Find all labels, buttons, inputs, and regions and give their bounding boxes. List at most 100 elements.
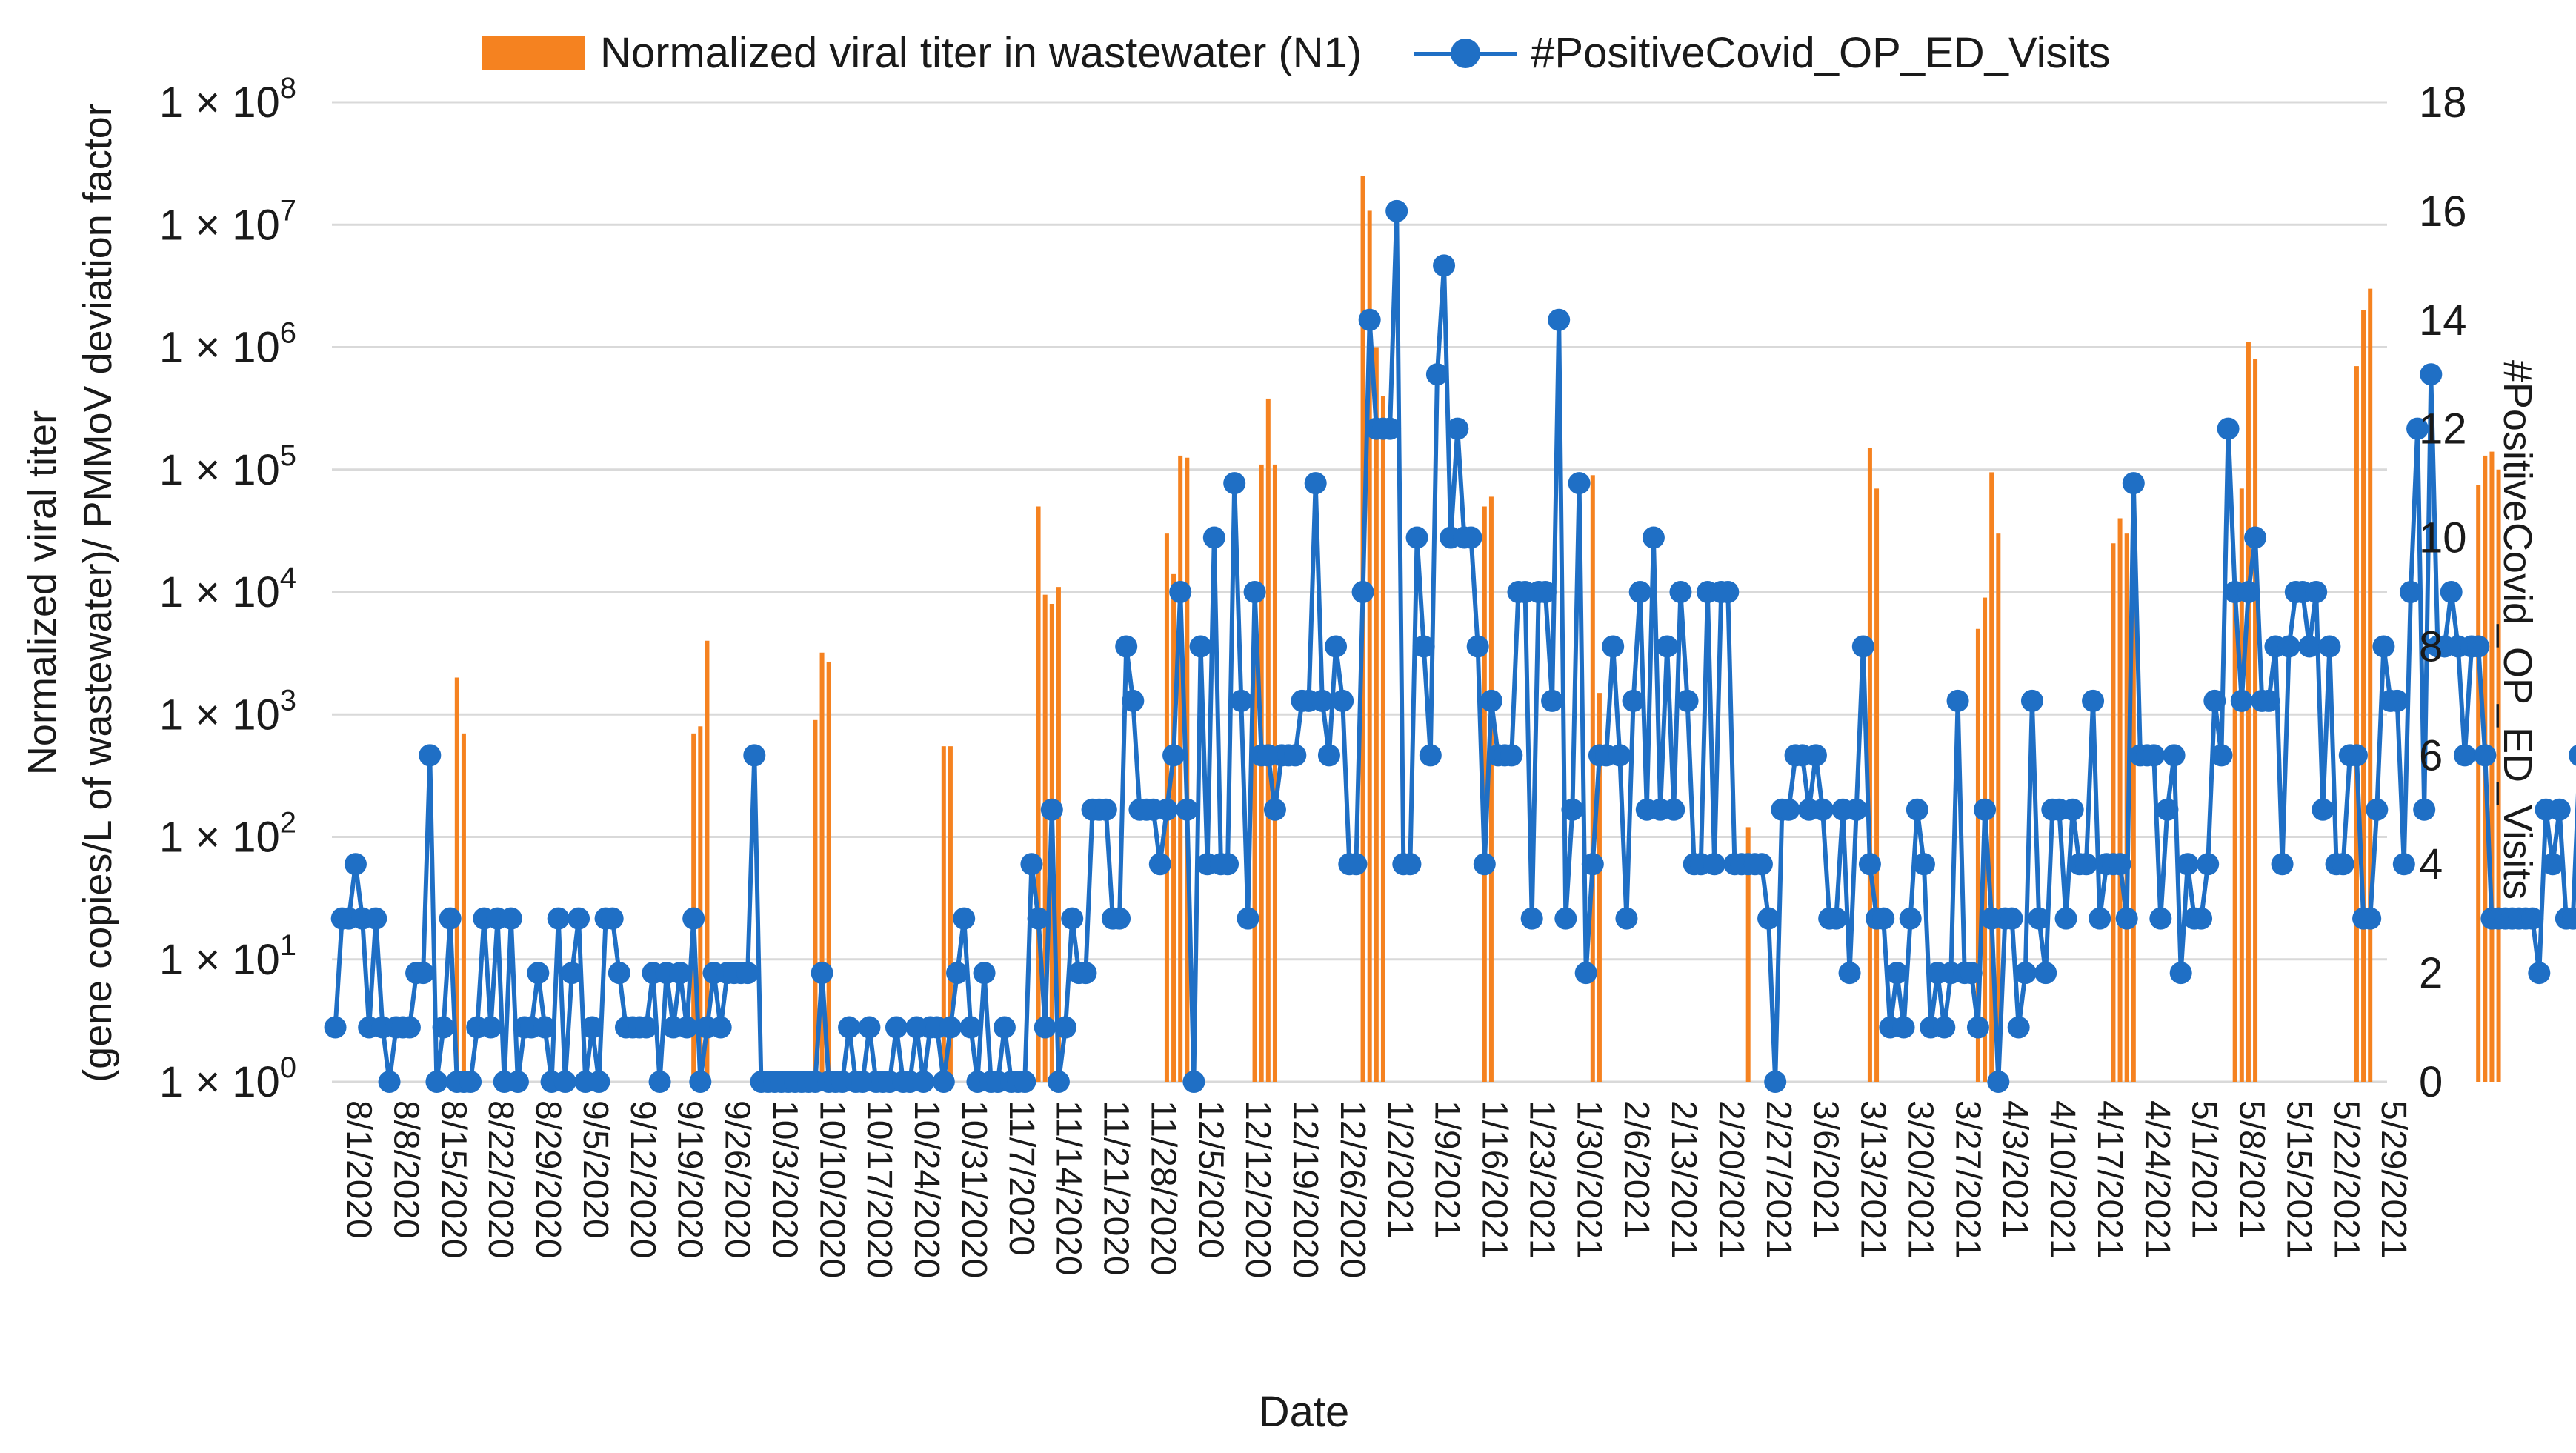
line-point [2109, 853, 2131, 876]
left-tick-label: 1 × 107 [159, 194, 296, 249]
line-point [1405, 526, 1428, 549]
line-point [2034, 962, 2057, 985]
line-point [2190, 907, 2213, 930]
left-tick-label: 1 × 106 [159, 317, 296, 372]
line-point [1122, 689, 1145, 712]
line-point [1804, 744, 1827, 767]
line-point [2440, 581, 2463, 603]
line-point [1811, 798, 1834, 821]
line-point [709, 1016, 732, 1039]
line-point [953, 907, 976, 930]
line-point [2244, 526, 2267, 549]
bar [813, 719, 818, 1082]
left-axis-title-line2: (gene copies/L of wastewater)/ PMMoV dev… [76, 103, 120, 1083]
line-point [2305, 581, 2328, 603]
x-tick-label: 9/12/2020 [623, 1100, 662, 1259]
right-tick-label: 10 [2419, 514, 2467, 562]
right-tick-label: 2 [2419, 949, 2443, 997]
legend-item-bar[interactable]: Normalized viral titer in wastewater (N1… [482, 28, 1362, 78]
line-point [2406, 417, 2429, 440]
line-point [553, 1071, 576, 1093]
line-point [1419, 744, 1442, 767]
line-point [588, 1071, 610, 1093]
line-point [2345, 744, 2368, 767]
line-point [2453, 744, 2476, 767]
right-tick-label: 12 [2419, 405, 2467, 453]
bar [1036, 506, 1041, 1082]
bar [2131, 570, 2136, 1082]
x-tick-label: 10/17/2020 [859, 1100, 899, 1278]
line-point [993, 1016, 1016, 1039]
line-point [1987, 1071, 2010, 1093]
x-tick-label: 3/20/2021 [1900, 1100, 1940, 1259]
line-point [378, 1071, 401, 1093]
bar [2496, 469, 2501, 1082]
bar [1745, 827, 1751, 1082]
line-point [1568, 472, 1591, 495]
line-point [1047, 1071, 1070, 1093]
line-point [689, 1071, 712, 1093]
line-point [2318, 635, 2341, 658]
line-point [432, 1016, 455, 1039]
left-tick-label: 1 × 105 [159, 439, 296, 494]
line-point [459, 1071, 482, 1093]
line-point [1379, 417, 1402, 440]
line-point [1717, 581, 1740, 603]
line-point [2074, 853, 2097, 876]
line-point [1263, 798, 1286, 821]
bar [1975, 628, 1980, 1082]
bar [1272, 464, 1277, 1082]
legend-bar-label: Normalized viral titer in wastewater (N1… [600, 29, 1362, 77]
line-point [1777, 798, 1800, 821]
line-point [2392, 853, 2415, 876]
line-point [1548, 308, 1571, 331]
line-point [2271, 853, 2294, 876]
line-point [2561, 907, 2576, 930]
line-point [1561, 798, 1584, 821]
line-series [324, 199, 2576, 1093]
x-tick-label: 10/3/2020 [765, 1100, 804, 1259]
line-point [560, 962, 583, 985]
line-point [858, 1016, 881, 1039]
line-point [581, 1016, 604, 1039]
x-tick-label: 5/29/2021 [2374, 1100, 2413, 1259]
bar [1996, 533, 2001, 1082]
line-point [1433, 254, 1456, 277]
line-point [1581, 853, 1604, 876]
line-point [932, 1071, 955, 1093]
line-point [2122, 472, 2145, 495]
line-point [1966, 1016, 1989, 1039]
line-point [1534, 581, 1557, 603]
bar [1367, 210, 1372, 1082]
line-point [1169, 581, 1192, 603]
bar [948, 746, 953, 1082]
bar [2354, 366, 2359, 1082]
line-point [1412, 635, 1435, 658]
bar [705, 640, 710, 1082]
x-tick-label: 9/19/2020 [670, 1100, 710, 1259]
line-point [2197, 853, 2220, 876]
legend-item-line[interactable]: #PositiveCovid_OP_ED_Visits [1414, 28, 2110, 78]
bar [1989, 472, 1994, 1082]
line-point [668, 962, 691, 985]
x-tick-label: 9/5/2020 [576, 1100, 615, 1239]
line-point [1061, 907, 1084, 930]
bar [698, 726, 703, 1082]
line-point [2399, 581, 2422, 603]
x-tick-label: 12/5/2020 [1191, 1100, 1230, 1259]
left-tick-label: 1 × 100 [159, 1051, 296, 1106]
bar [1597, 693, 1602, 1082]
line-point [601, 907, 624, 930]
x-tick-label: 5/22/2021 [2326, 1100, 2366, 1259]
line-point [2210, 744, 2233, 767]
line-point [1189, 635, 1212, 658]
line-point [1858, 853, 1881, 876]
line-point [1425, 363, 1448, 386]
bar [1488, 496, 1494, 1082]
x-tick-label: 2/20/2021 [1711, 1100, 1751, 1259]
bar [941, 746, 946, 1082]
line-point [1520, 907, 1543, 930]
right-tick-label: 18 [2419, 79, 2467, 127]
line-point [499, 907, 522, 930]
line-point [1034, 1016, 1056, 1039]
